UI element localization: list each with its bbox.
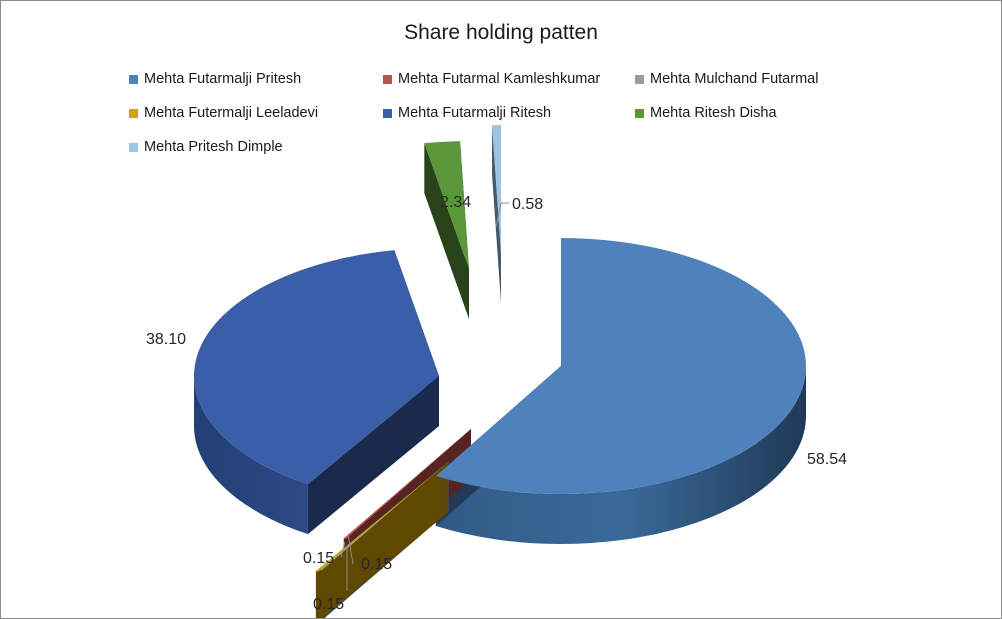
chart-title: Share holding patten <box>404 21 598 44</box>
legend-swatch <box>129 108 138 118</box>
data-label: 38.10 <box>146 331 186 348</box>
legend-item: Mehta Pritesh Dimple <box>129 139 283 155</box>
legend-item: Mehta Futermalji Leeladevi <box>129 105 318 121</box>
pie-slice <box>343 429 471 540</box>
legend-label: Mehta Pritesh Dimple <box>144 139 283 155</box>
slice-cut-face <box>424 143 469 319</box>
legend-swatch <box>635 108 644 118</box>
leader-line <box>347 533 354 565</box>
legend-item: Mehta Ritesh Disha <box>635 105 777 121</box>
legend-item: Mehta Mulchand Futarmal <box>635 71 818 87</box>
legend-swatch <box>129 142 138 152</box>
legend-label: Mehta Futarmalji Ritesh <box>398 105 552 121</box>
legend-label: Mehta Ritesh Disha <box>650 105 777 121</box>
pie-slice <box>492 125 501 253</box>
pie-slice <box>435 238 806 494</box>
legend-item: Mehta Futarmal Kamleshkumar <box>383 71 600 87</box>
legend-swatch <box>129 74 138 84</box>
slice-side <box>435 366 806 544</box>
data-label: 0.15 <box>313 596 344 613</box>
slice-cut-face <box>307 376 439 535</box>
data-label: 58.54 <box>807 451 847 468</box>
data-label: 0.15 <box>303 550 334 567</box>
slice-cut-face <box>315 463 447 618</box>
legend-label: Mehta Mulchand Futarmal <box>650 71 819 87</box>
data-label: 0.58 <box>512 196 543 213</box>
pie-slice <box>194 250 439 485</box>
legend-item: Mehta Futarmalji Ritesh <box>383 105 551 121</box>
leader-line <box>340 541 346 558</box>
legend-swatch <box>383 108 392 118</box>
data-label: 0.15 <box>361 556 392 573</box>
legend-label: Mehta Futarmal Kamleshkumar <box>398 71 601 87</box>
pie-slice <box>315 463 447 572</box>
legend-label: Mehta Futermalji Leeladevi <box>144 105 319 121</box>
legend-swatch <box>635 74 644 84</box>
slice-cut-face <box>492 125 501 304</box>
legend-item: Mehta Futarmalji Pritesh <box>129 71 301 87</box>
slice-side <box>194 376 308 535</box>
pie-slice <box>424 141 469 269</box>
data-label: 2.34 <box>440 194 471 211</box>
leader-line <box>495 202 509 228</box>
legend-swatch <box>383 74 392 84</box>
legend-label: Mehta Futarmalji Pritesh <box>144 71 302 87</box>
